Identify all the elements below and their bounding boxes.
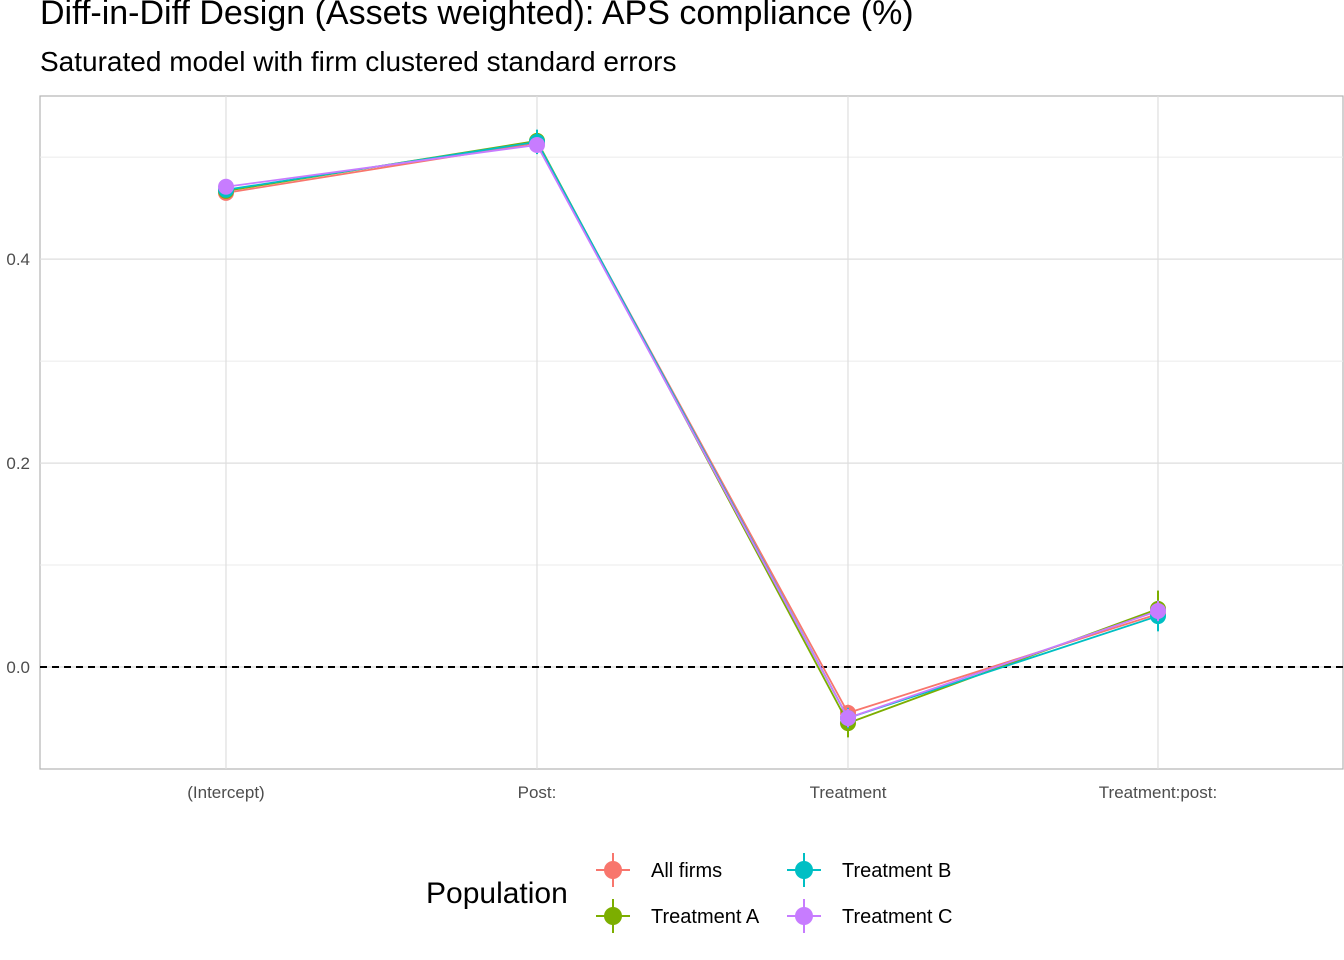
legend-item: Treatment C [787, 899, 952, 933]
legend-item: Treatment B [787, 853, 951, 887]
legend-item: Treatment A [596, 899, 760, 933]
y-tick-label: 0.0 [6, 658, 30, 677]
legend-key-dot [795, 861, 813, 879]
data-point [218, 178, 234, 195]
legend-key-dot [604, 907, 622, 925]
series-line [225, 143, 1159, 720]
x-tick-label: Post: [518, 783, 557, 802]
x-tick-label: Treatment:post: [1099, 783, 1217, 802]
y-tick-label: 0.2 [6, 454, 30, 473]
y-axis: 0.0 0.2 0.4 [6, 250, 30, 677]
legend-label: Treatment A [651, 906, 760, 928]
x-tick-label: Treatment [810, 783, 887, 802]
series-layer [218, 129, 1166, 738]
chart-title: Diff-in-Diff Design (Assets weighted): A… [40, 0, 914, 32]
x-axis: (Intercept) Post: Treatment Treatment:post: [187, 783, 1217, 802]
legend-key-dot [604, 861, 622, 879]
legend-key-dot [795, 907, 813, 925]
data-point [840, 710, 856, 727]
y-tick-label: 0.4 [6, 250, 30, 269]
legend-label: Treatment C [842, 906, 952, 928]
chart-subtitle: Saturated model with firm clustered stan… [40, 46, 677, 77]
series-line [225, 141, 1159, 714]
series-treatment-c [218, 136, 1166, 728]
legend: Population All firms Treatment A Treatment … [426, 853, 952, 933]
x-tick-label: (Intercept) [187, 783, 264, 802]
data-point [1150, 602, 1166, 619]
legend-title: Population [426, 877, 568, 910]
data-point [529, 136, 545, 153]
plot-panel [39, 95, 1344, 770]
legend-item: All firms [596, 853, 722, 887]
legend-label: All firms [651, 860, 722, 882]
legend-label: Treatment B [842, 860, 951, 882]
